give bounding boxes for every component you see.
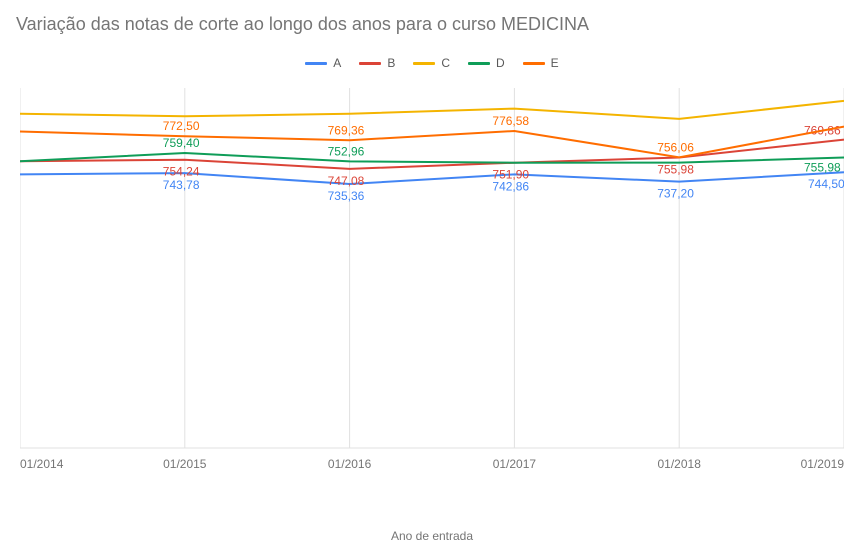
legend-label-d: D xyxy=(496,56,505,70)
legend-swatch-a xyxy=(305,62,327,65)
svg-text:772,50: 772,50 xyxy=(163,119,200,133)
svg-text:752,96: 752,96 xyxy=(328,144,365,158)
legend-label-b: B xyxy=(387,56,395,70)
svg-text:01/2019: 01/2019 xyxy=(801,457,844,471)
chart-title: Variação das notas de corte ao longo dos… xyxy=(16,14,589,35)
svg-text:754,24: 754,24 xyxy=(163,165,200,179)
legend-swatch-b xyxy=(359,62,381,65)
svg-text:756,06: 756,06 xyxy=(657,140,694,154)
legend-item-a: A xyxy=(305,56,341,70)
svg-text:01/2017: 01/2017 xyxy=(493,457,537,471)
legend-item-d: D xyxy=(468,56,505,70)
svg-text:755,98: 755,98 xyxy=(804,160,841,174)
chart-root: Variação das notas de corte ao longo dos… xyxy=(0,0,864,557)
legend-swatch-d xyxy=(468,62,490,65)
legend-item-b: B xyxy=(359,56,395,70)
legend-label-a: A xyxy=(333,56,341,70)
legend-swatch-c xyxy=(413,62,435,65)
svg-text:744,50: 744,50 xyxy=(808,177,844,191)
svg-text:759,40: 759,40 xyxy=(163,136,200,150)
legend-label-e: E xyxy=(551,56,559,70)
svg-text:751,90: 751,90 xyxy=(492,168,529,182)
svg-text:01/2014: 01/2014 xyxy=(20,457,64,471)
legend-swatch-e xyxy=(523,62,545,65)
legend-item-e: E xyxy=(523,56,559,70)
legend-label-c: C xyxy=(441,56,450,70)
svg-text:769,36: 769,36 xyxy=(328,123,365,137)
svg-text:743,78: 743,78 xyxy=(163,178,200,192)
svg-text:735,36: 735,36 xyxy=(328,189,365,203)
plot-svg: 01/2014 01/2015 01/2016 01/2017 01/2018 01/20… xyxy=(20,82,844,482)
x-axis-title: Ano de entrada xyxy=(0,529,864,543)
svg-text:01/2015: 01/2015 xyxy=(163,457,207,471)
svg-text:01/2018: 01/2018 xyxy=(658,457,702,471)
legend: A B C D E xyxy=(0,56,864,70)
svg-text:737,20: 737,20 xyxy=(657,187,694,201)
svg-text:776,58: 776,58 xyxy=(492,114,529,128)
plot-area: 01/2014 01/2015 01/2016 01/2017 01/2018 01/20… xyxy=(20,82,844,482)
legend-item-c: C xyxy=(413,56,450,70)
svg-text:755,98: 755,98 xyxy=(657,162,694,176)
svg-text:01/2016: 01/2016 xyxy=(328,457,372,471)
svg-text:747,08: 747,08 xyxy=(328,174,365,188)
